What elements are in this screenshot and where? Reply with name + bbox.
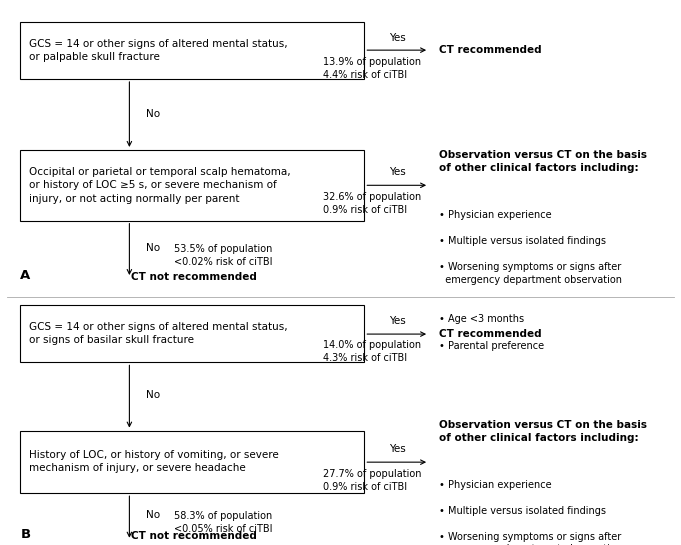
Text: No: No [146,510,161,520]
Text: GCS = 14 or other signs of altered mental status,
or palpable skull fracture: GCS = 14 or other signs of altered menta… [29,39,287,62]
Text: • Worsening symptoms or signs after
  emergency department observation: • Worsening symptoms or signs after emer… [439,262,622,284]
Text: 32.6% of population
0.9% risk of ciTBI: 32.6% of population 0.9% risk of ciTBI [323,192,422,215]
Text: No: No [146,243,161,253]
Text: • Parental preference: • Parental preference [439,341,544,350]
Text: • Multiple versus isolated findings: • Multiple versus isolated findings [439,236,606,246]
Text: • Physician experience: • Physician experience [439,210,552,220]
Text: Observation versus CT on the basis
of other clinical factors including:: Observation versus CT on the basis of ot… [439,150,647,173]
Text: CT recommended: CT recommended [439,329,542,339]
Text: 13.9% of population
4.4% risk of ciTBI: 13.9% of population 4.4% risk of ciTBI [323,57,422,81]
FancyBboxPatch shape [20,22,364,79]
FancyBboxPatch shape [20,431,364,493]
Text: CT not recommended: CT not recommended [131,531,257,541]
Text: CT not recommended: CT not recommended [131,272,257,282]
Text: 14.0% of population
4.3% risk of ciTBI: 14.0% of population 4.3% risk of ciTBI [323,340,422,364]
Text: CT recommended: CT recommended [439,45,542,55]
Text: • Multiple versus isolated findings: • Multiple versus isolated findings [439,506,606,516]
Text: • Physician experience: • Physician experience [439,480,552,489]
Text: • Age <3 months: • Age <3 months [439,314,524,324]
Text: • Worsening symptoms or signs after
  emergency department observation: • Worsening symptoms or signs after emer… [439,532,622,545]
Text: GCS = 14 or other signs of altered mental status,
or signs of basilar skull frac: GCS = 14 or other signs of altered menta… [29,322,287,346]
Text: Yes: Yes [389,316,405,326]
Text: 27.7% of population
0.9% risk of ciTBI: 27.7% of population 0.9% risk of ciTBI [323,469,422,492]
Text: No: No [146,110,161,119]
Text: History of LOC, or history of vomiting, or severe
mechanism of injury, or severe: History of LOC, or history of vomiting, … [29,450,279,474]
Text: A: A [20,269,31,282]
FancyBboxPatch shape [20,305,364,362]
Text: B: B [20,528,31,541]
Text: Yes: Yes [389,167,405,177]
Text: Yes: Yes [389,444,405,454]
Text: No: No [146,390,161,400]
Text: 58.3% of population
<0.05% risk of ciTBI: 58.3% of population <0.05% risk of ciTBI [174,511,272,534]
FancyBboxPatch shape [20,150,364,221]
Text: Occipital or parietal or temporal scalp hematoma,
or history of LOC ≥5 s, or sev: Occipital or parietal or temporal scalp … [29,167,290,203]
Text: 53.5% of population
<0.02% risk of ciTBI: 53.5% of population <0.02% risk of ciTBI [174,244,272,267]
Text: Yes: Yes [389,33,405,43]
Text: Observation versus CT on the basis
of other clinical factors including:: Observation versus CT on the basis of ot… [439,420,647,443]
